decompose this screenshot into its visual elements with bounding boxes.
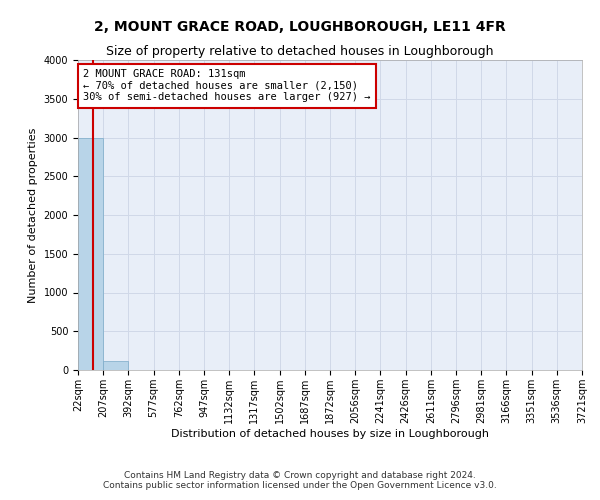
Bar: [103, 361, 128, 370]
Text: Contains HM Land Registry data © Crown copyright and database right 2024.
Contai: Contains HM Land Registry data © Crown c…: [103, 470, 497, 490]
Text: 2 MOUNT GRACE ROAD: 131sqm
← 70% of detached houses are smaller (2,150)
30% of s: 2 MOUNT GRACE ROAD: 131sqm ← 70% of deta…: [83, 70, 371, 102]
Text: 2, MOUNT GRACE ROAD, LOUGHBOROUGH, LE11 4FR: 2, MOUNT GRACE ROAD, LOUGHBOROUGH, LE11 …: [94, 20, 506, 34]
Text: Size of property relative to detached houses in Loughborough: Size of property relative to detached ho…: [106, 45, 494, 58]
Bar: [78, 138, 103, 370]
Y-axis label: Number of detached properties: Number of detached properties: [28, 128, 38, 302]
X-axis label: Distribution of detached houses by size in Loughborough: Distribution of detached houses by size …: [171, 428, 489, 438]
